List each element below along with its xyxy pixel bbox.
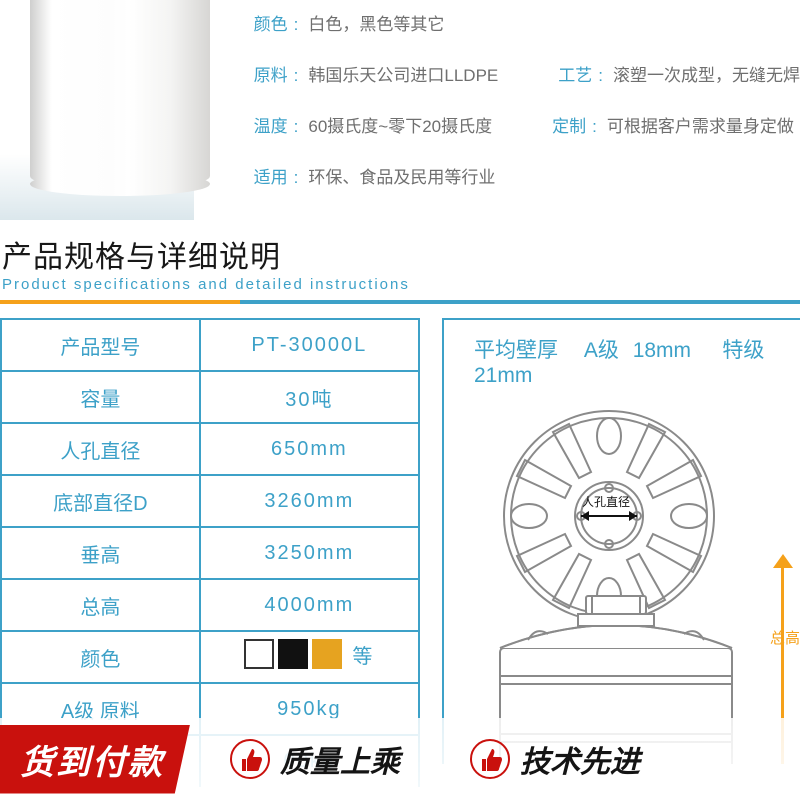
lower-section: 产品型号PT-30000L 容量30吨 人孔直径650mm 底部直径D3260m… [0,304,800,764]
swatch-white [244,639,274,669]
desc-temp: 温度 : 60摄氏度~零下20摄氏度 [254,112,492,137]
table-row: 人孔直径650mm [1,423,419,475]
bottom-banner: 货到付款 质量上乘 技术先进 [0,718,800,800]
table-row: 总高4000mm [1,579,419,631]
desc-material: 原料 : 韩国乐天公司进口LLDPE [254,61,499,86]
section-heading: 产品规格与详细说明 Product specifications and det… [0,228,800,304]
height-label: 总高 [770,627,800,648]
product-image [0,0,194,220]
table-row: 产品型号PT-30000L [1,319,419,371]
product-spec-page: 颜色 : 白色，黑色等其它 原料 : 韩国乐天公司进口LLDPE 工艺 : 滚塑… [0,0,800,800]
thumbs-up-icon [470,739,510,779]
spec-table-wrap: 产品型号PT-30000L 容量30吨 人孔直径650mm 底部直径D3260m… [0,304,420,764]
table-row: 底部直径D3260mm [1,475,419,527]
drawings-panel: 平均壁厚 A级 18mm 特级 21mm [442,318,800,764]
banner-cod: 货到付款 [0,725,190,794]
spec-table: 产品型号PT-30000L 容量30吨 人孔直径650mm 底部直径D3260m… [0,318,420,787]
table-row: 垂高3250mm [1,527,419,579]
desc-color-key: 颜色 [254,10,288,35]
swatch-orange [312,639,342,669]
thickness-line: 平均壁厚 A级 18mm 特级 21mm [474,334,800,388]
thumbs-up-icon [230,739,270,779]
product-tank-cylinder [30,0,210,190]
tag-tech: 技术先进 [470,737,640,781]
desc-color-val: 白色，黑色等其它 [308,10,444,35]
desc-process: 工艺 : 滚塑一次成型，无缝无焊 [558,61,800,86]
top-section: 颜色 : 白色，黑色等其它 原料 : 韩国乐天公司进口LLDPE 工艺 : 滚塑… [0,0,800,220]
swatch-black [278,639,308,669]
desc-apply: 适用 : 环保、食品及民用等行业 [254,163,496,188]
table-row: 容量30吨 [1,371,419,423]
tag-quality: 质量上乘 [230,737,400,781]
description-list: 颜色 : 白色，黑色等其它 原料 : 韩国乐天公司进口LLDPE 工艺 : 滚塑… [194,0,800,220]
swatch-etc: 等 [352,640,374,669]
banner-tags: 质量上乘 技术先进 [230,737,640,781]
table-row-color: 颜色 等 [1,631,419,683]
desc-color: 颜色 : 白色，黑色等其它 [254,10,445,35]
section-title-zh: 产品规格与详细说明 [0,228,800,276]
section-title-en: Product specifications and detailed inst… [0,276,800,293]
manhole-label: 人孔直径 [582,495,630,509]
desc-custom: 定制 : 可根据客户需求量身定做 [552,112,794,137]
color-swatches-cell: 等 [200,631,419,683]
